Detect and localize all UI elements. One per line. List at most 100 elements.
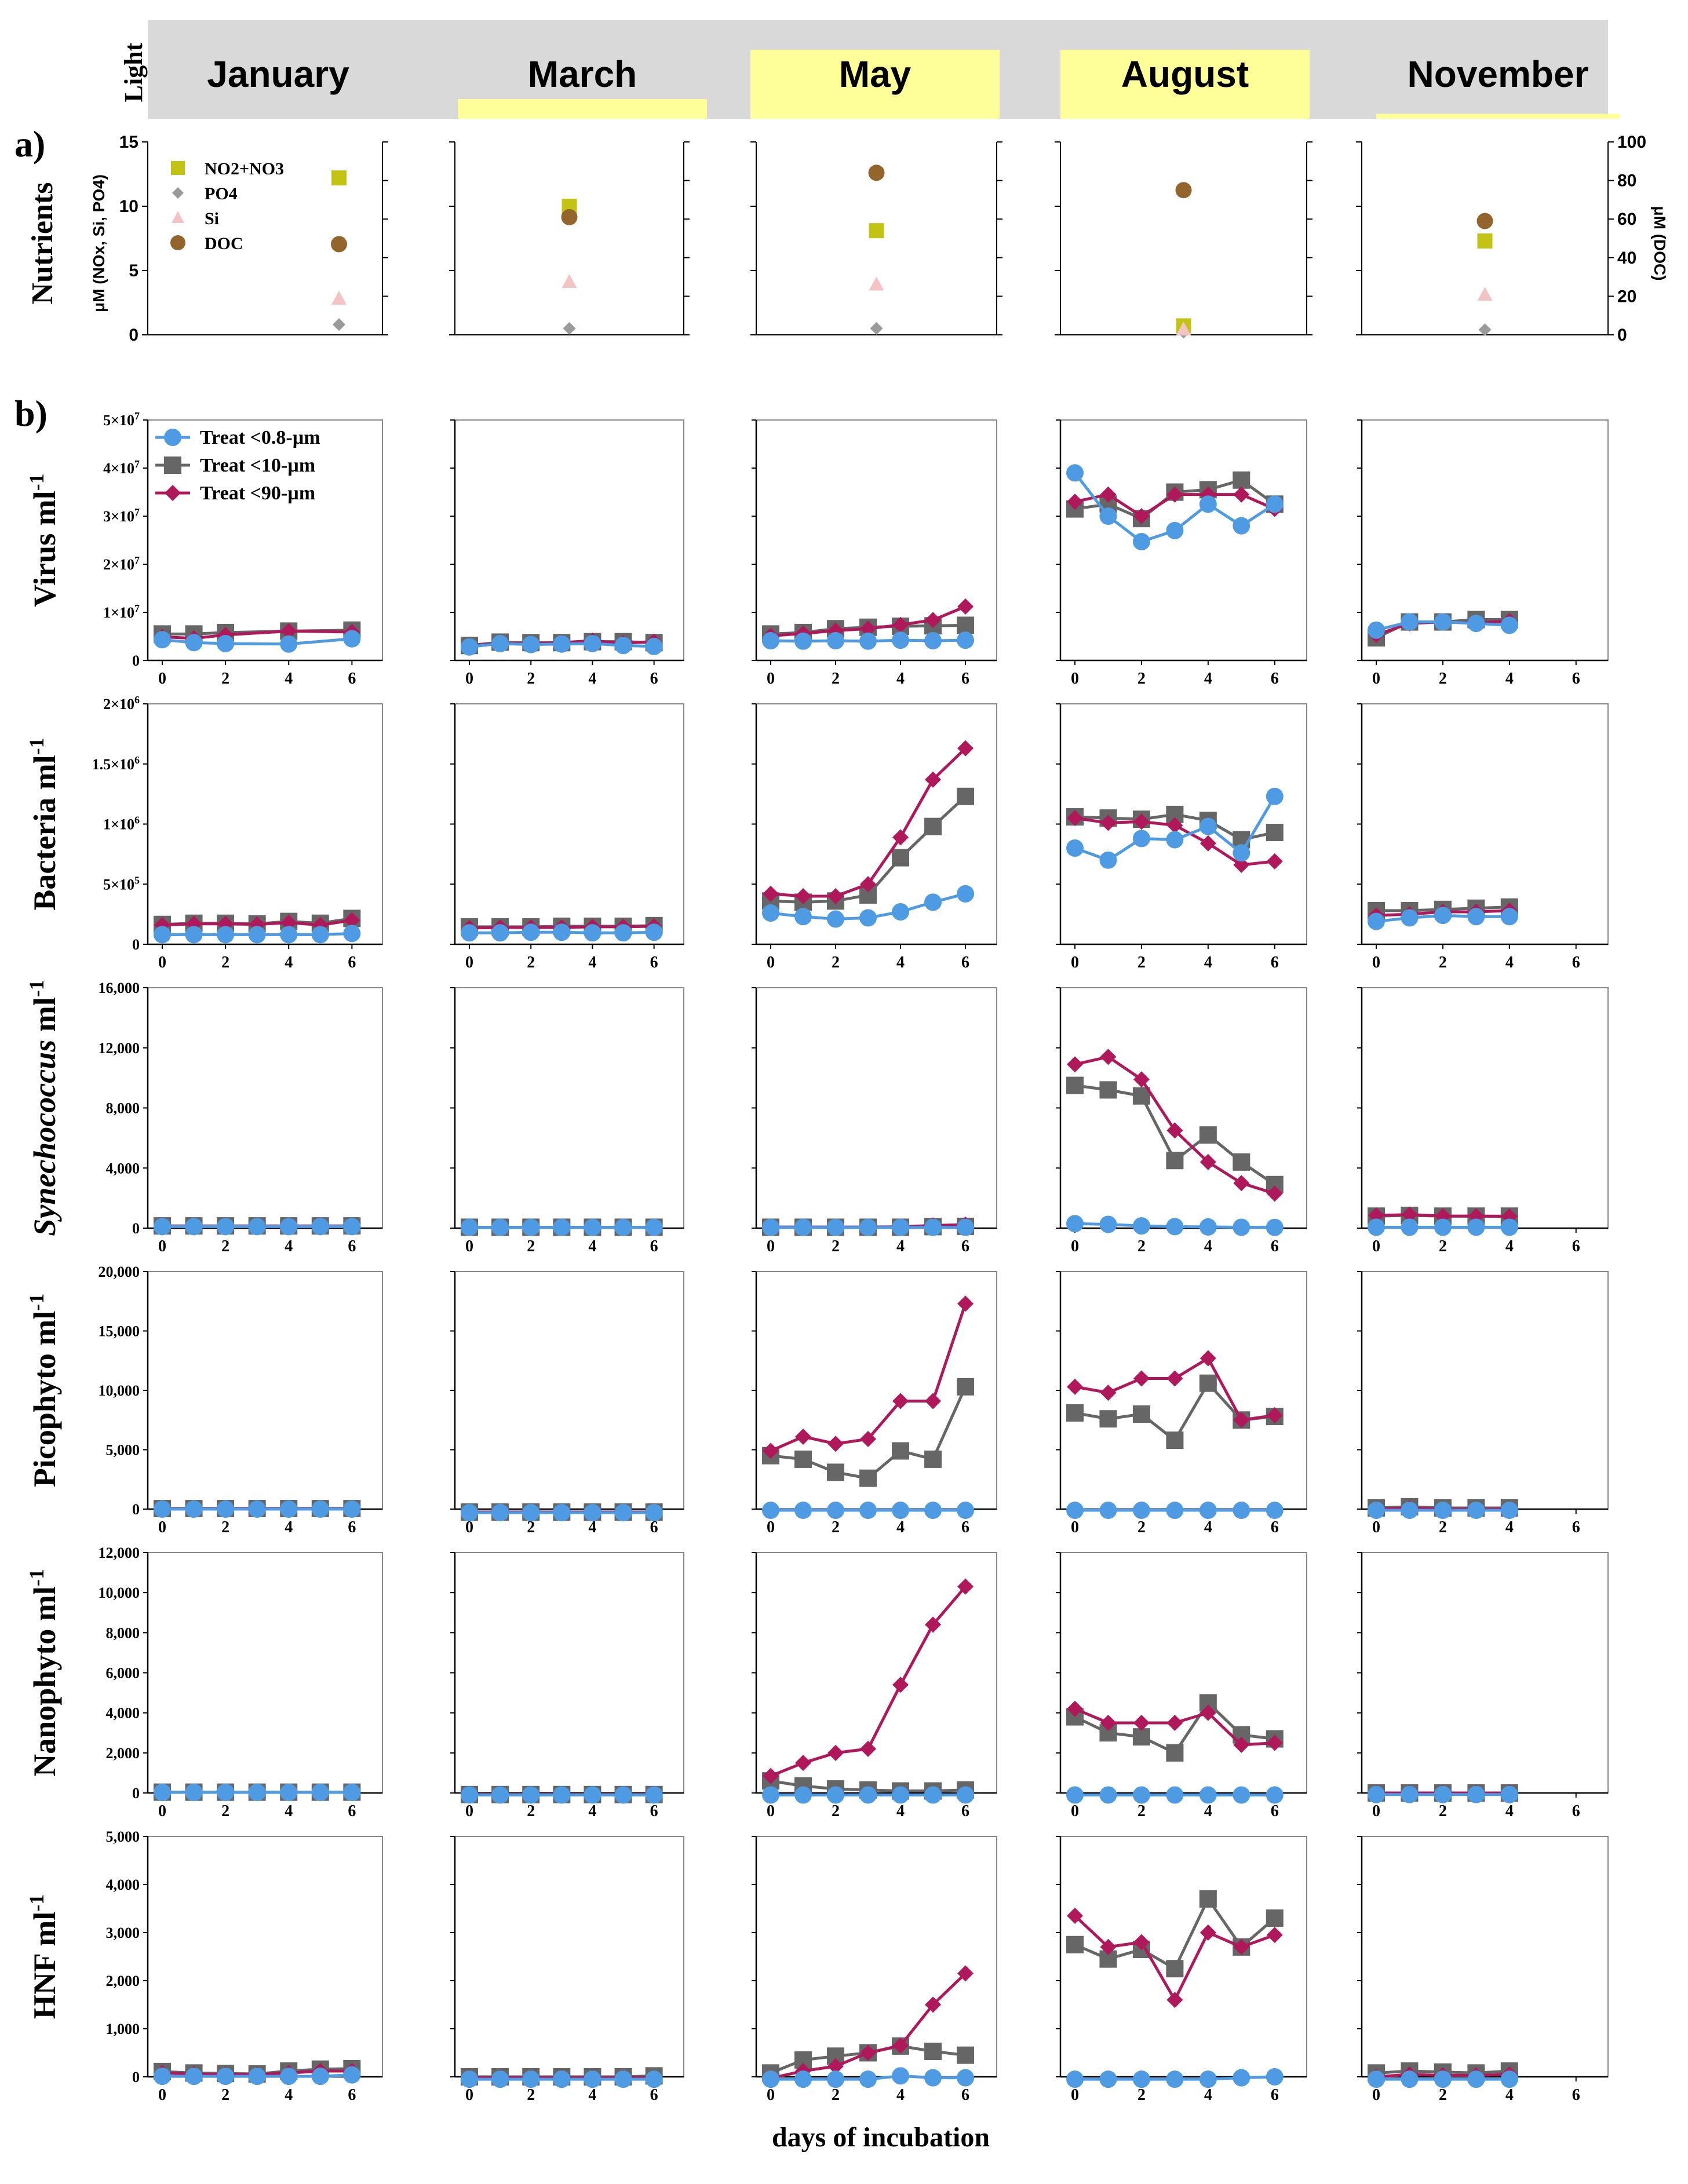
marker-treat-90 — [860, 620, 877, 637]
row-synechococcus: Synechococcus ml-1 0 2 4 6 0 4,000 8,000 12,000 1… — [25, 980, 1609, 1255]
panel-frame — [1361, 1271, 1609, 1510]
marker-no2no3 — [331, 170, 347, 186]
panel-frame — [1060, 1552, 1307, 1794]
row-label-exponent: -1 — [25, 1294, 48, 1311]
marker-treat-0-8 — [343, 1500, 361, 1518]
marker-treat-0-8 — [762, 631, 779, 649]
marker-treat-0-8 — [1266, 1218, 1284, 1236]
y-tick-label: 8,000 — [106, 1100, 140, 1117]
month-label: January — [207, 53, 349, 95]
panel-november: 0 2 4 6 — [1357, 419, 1609, 688]
marker-treat-90 — [344, 912, 360, 929]
marker-treat-90 — [1067, 1700, 1083, 1717]
nutrient-left-tick-label: 5 — [129, 261, 138, 280]
marker-treat-0-8 — [217, 1783, 235, 1801]
x-tick-label: 6 — [961, 2086, 969, 2104]
marker-treat-90 — [1067, 1056, 1083, 1073]
y-tick-label: 10,000 — [99, 1584, 140, 1601]
marker-treat-0-8 — [1500, 1785, 1518, 1803]
light-bar-november — [1376, 114, 1620, 119]
marker-treat-0-8 — [1401, 1502, 1419, 1520]
marker-treat-90 — [763, 885, 779, 902]
panel-august: 0 2 4 6 — [1056, 419, 1307, 688]
y-tick-mantissa: 0 — [132, 652, 140, 669]
x-tick-label: 2 — [527, 2086, 535, 2104]
x-tick-label: 0 — [1372, 1802, 1380, 1820]
marker-treat-90 — [1200, 1924, 1216, 1941]
row-label: Synechococcus ml-1 — [25, 980, 62, 1236]
panel-frame — [1361, 987, 1609, 1229]
marker-treat-0-8 — [614, 1504, 632, 1522]
marker-treat-0-8 — [1132, 1502, 1150, 1520]
marker-treat-0-8 — [1132, 532, 1150, 550]
marker-doc — [868, 165, 885, 181]
marker-treat-0-8 — [1368, 912, 1385, 930]
y-tick-label: 20,000 — [99, 1263, 140, 1280]
x-tick-label: 2 — [221, 1802, 229, 1820]
marker-treat-90 — [827, 2058, 844, 2075]
marker-po4 — [870, 322, 883, 335]
x-tick-label: 2 — [1138, 1802, 1146, 1820]
marker-treat-0-8 — [1401, 1785, 1419, 1803]
y-tick-label: 5×105 — [103, 874, 140, 893]
panel-label-a: a) — [14, 123, 45, 165]
marker-treat-10 — [1132, 1728, 1150, 1746]
marker-treat-0-8 — [827, 631, 845, 649]
marker-treat-0-8 — [522, 1786, 540, 1804]
row-label-main: HNF ml — [27, 1912, 62, 2019]
y-tick-label: 5×107 — [103, 410, 140, 429]
x-tick-label: 0 — [465, 670, 473, 688]
marker-treat-90 — [1133, 813, 1150, 830]
marker-treat-0-8 — [892, 1218, 910, 1236]
y-tick-label: 12,000 — [99, 1040, 140, 1057]
marker-treat-0-8 — [1166, 521, 1184, 539]
panel-frame — [147, 987, 383, 1229]
marker-treat-0-8 — [645, 2070, 663, 2088]
x-tick-label: 0 — [158, 1518, 166, 1536]
y-tick-exponent: 6 — [134, 694, 140, 706]
y-tick-label: 1×107 — [103, 602, 140, 621]
marker-treat-90 — [925, 771, 942, 788]
row-nanophyto-ml: Nanophyto ml-1 0 2 4 6 0 2,000 4,000 6,000 8,000 1… — [25, 1544, 1609, 1820]
marker-treat-0-8 — [1368, 621, 1385, 639]
marker-treat-90 — [827, 1436, 844, 1452]
marker-treat-0-8 — [924, 2069, 942, 2087]
x-tick-label: 6 — [650, 1237, 658, 1255]
x-tick-label: 4 — [1204, 1237, 1212, 1255]
marker-treat-0-8 — [553, 1786, 571, 1804]
y-tick-label: 2,000 — [106, 1745, 140, 1762]
x-tick-label: 6 — [348, 1237, 356, 1255]
marker-treat-0-8 — [1467, 1502, 1485, 1520]
nutrient-right-tick-label: 0 — [1617, 326, 1627, 345]
marker-treat-10 — [957, 2046, 975, 2064]
nutrient-panel-january: 0 5 10 15 — [119, 133, 388, 345]
marker-treat-0-8 — [217, 1500, 235, 1518]
x-tick-label: 0 — [465, 954, 473, 972]
x-tick-label: 2 — [832, 2086, 840, 2104]
x-tick-label: 2 — [221, 2086, 229, 2104]
x-tick-label: 2 — [1138, 2086, 1146, 2104]
y-tick-mantissa: 0 — [132, 1501, 140, 1518]
x-tick-label: 2 — [221, 954, 229, 972]
marker-treat-90 — [957, 598, 974, 615]
marker-treat-90 — [1100, 1714, 1117, 1731]
x-tick-label: 4 — [1505, 2086, 1514, 2104]
x-tick-label: 2 — [1138, 1518, 1146, 1536]
marker-si — [562, 273, 577, 288]
marker-treat-0-8 — [343, 1218, 361, 1236]
marker-treat-0-8 — [491, 634, 509, 652]
month-label: November — [1408, 53, 1589, 95]
marker-treat-90 — [1266, 1927, 1283, 1944]
x-tick-label: 4 — [285, 954, 293, 972]
marker-treat-0-8 — [1467, 1785, 1485, 1803]
x-tick-label: 4 — [588, 1802, 596, 1820]
x-tick-label: 0 — [1372, 1237, 1380, 1255]
nutrient-right-tick-label: 100 — [1617, 133, 1646, 152]
marker-treat-0-8 — [614, 2070, 632, 2088]
marker-treat-10 — [1199, 1890, 1217, 1908]
marker-treat-0-8 — [1266, 495, 1284, 513]
marker-treat-10 — [957, 787, 975, 805]
x-tick-label: 0 — [767, 1518, 775, 1536]
marker-treat-0-8 — [584, 634, 601, 652]
